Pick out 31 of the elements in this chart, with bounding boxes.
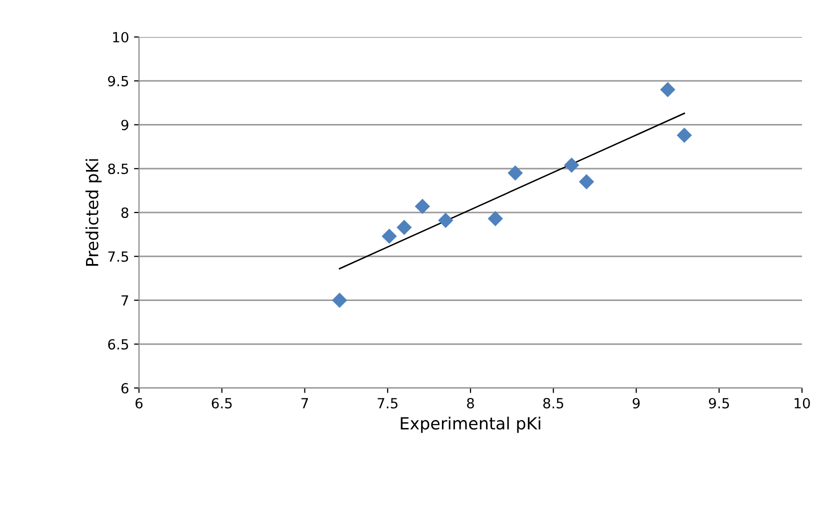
x-tick-label: 8.5 xyxy=(543,398,564,408)
y-tick-label: 6 xyxy=(121,382,128,394)
x-tick-label: 8 xyxy=(467,398,474,408)
point xyxy=(488,211,503,226)
point xyxy=(578,174,594,190)
x-tick-label: 9.5 xyxy=(708,398,729,408)
y-tick-label: 8.5 xyxy=(108,164,128,174)
y-axis-title: Predicted pKi xyxy=(86,159,102,266)
point xyxy=(382,228,397,244)
y-tick-label: 10 xyxy=(113,32,128,42)
point xyxy=(660,82,676,98)
y-tick-label: 7.5 xyxy=(108,252,128,262)
point xyxy=(676,128,692,143)
point xyxy=(396,220,412,236)
y-tick-label: 6.5 xyxy=(108,339,128,350)
point xyxy=(564,158,580,173)
y-tick-label: 8 xyxy=(121,207,128,218)
point xyxy=(332,292,348,308)
x-axis-title: Experimental pKi xyxy=(400,416,540,433)
x-tick-label: 6.5 xyxy=(212,398,232,408)
x-tick-label: 10 xyxy=(794,398,810,408)
x-tick-label: 7.5 xyxy=(378,398,398,408)
x-tick-label: 9 xyxy=(632,398,640,408)
point xyxy=(508,165,523,181)
x-tick-label: 6 xyxy=(136,398,143,408)
y-tick-label: 9.5 xyxy=(108,76,128,86)
point xyxy=(414,198,430,214)
x-tick-label: 7 xyxy=(301,398,308,408)
point xyxy=(438,212,454,228)
y-tick-label: 7 xyxy=(122,295,128,306)
y-tick-label: 9 xyxy=(121,120,128,130)
